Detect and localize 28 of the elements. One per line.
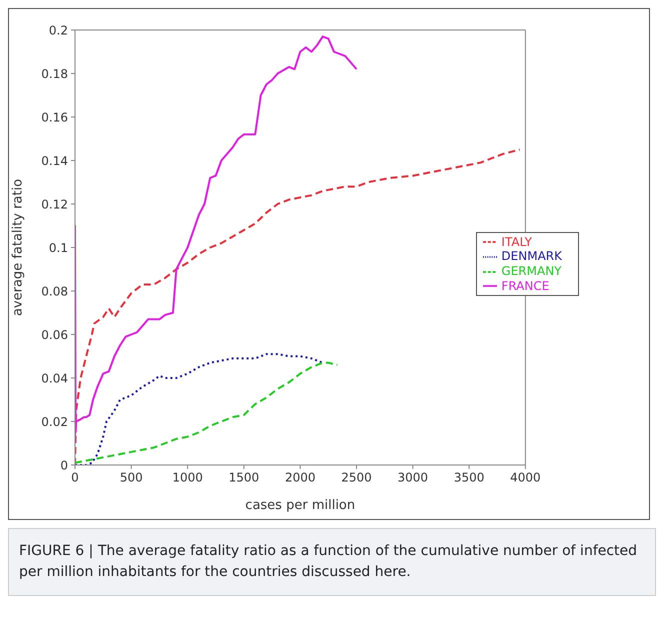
legend-label: GERMANY <box>501 264 562 278</box>
y-tick-label: 0.06 <box>41 328 68 342</box>
x-tick-label: 1500 <box>228 470 260 485</box>
y-tick-label: 0.04 <box>41 371 68 386</box>
legend-label: DENMARK <box>501 249 562 264</box>
y-tick-label: 0.1 <box>48 240 68 255</box>
y-tick-label: 0 <box>60 458 68 472</box>
legend-label: FRANCE <box>501 278 550 293</box>
x-tick-label: 2000 <box>284 470 316 485</box>
caption: FIGURE 6 | The average fatality ratio as a function of the cumulative number of infected per million inhabitants for the countries discussed here. <box>8 528 656 596</box>
y-tick-label: 0.16 <box>41 110 68 124</box>
y-tick-label: 0.18 <box>41 66 68 81</box>
x-tick-label: 4000 <box>510 470 541 485</box>
x-tick-label: 500 <box>120 470 143 485</box>
y-axis-title: average fatality ratio <box>10 178 26 316</box>
legend-label: ITALY <box>501 234 532 249</box>
x-tick-label: 3500 <box>454 470 484 485</box>
y-tick-label: 0.2 <box>48 23 68 38</box>
y-tick-label: 0.02 <box>41 414 68 429</box>
y-tick-label: 0.14 <box>41 154 68 168</box>
x-tick-label: 0 <box>71 470 79 485</box>
y-tick-label: 0.12 <box>41 197 68 212</box>
x-tick-label: 2500 <box>341 470 372 485</box>
x-axis-title: cases per million <box>245 498 356 513</box>
x-tick-label: 3000 <box>398 470 428 485</box>
line-series <box>75 36 358 444</box>
x-tick-label: 1000 <box>172 470 203 485</box>
y-tick-label: 0.08 <box>41 284 68 298</box>
